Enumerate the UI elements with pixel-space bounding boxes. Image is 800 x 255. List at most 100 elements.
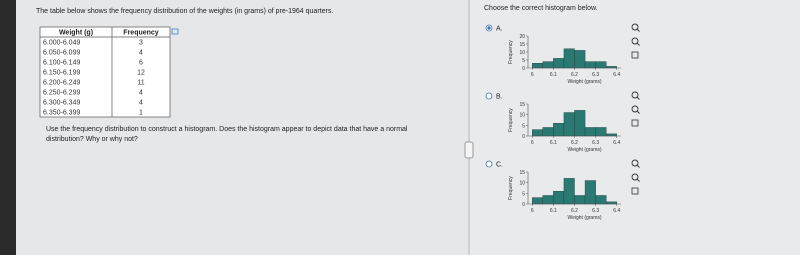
x-axis-label: Weight (grams) <box>567 215 601 221</box>
histogram-bar <box>532 63 543 69</box>
table-cell: 6.100-6.149 <box>43 60 80 67</box>
question-line: distribution? Why or why not? <box>46 136 138 143</box>
zoom-icon[interactable] <box>631 23 639 31</box>
table-cell: 6 <box>139 60 143 67</box>
y-axis-label: Frequency <box>508 108 514 132</box>
table-cell: 4 <box>139 50 143 57</box>
x-axis-label: Weight (grams) <box>567 79 601 85</box>
histogram-bar <box>606 133 617 137</box>
histogram-bar <box>595 195 607 205</box>
table-cell: 1 <box>139 110 143 117</box>
table-header: Weight (g) <box>59 30 93 37</box>
right-panel <box>470 0 800 255</box>
y-tick-label: 0 <box>522 202 525 208</box>
y-tick-label: 5 <box>522 191 525 197</box>
table-cell: 6.200-6.249 <box>43 80 80 87</box>
zoom-icon[interactable] <box>636 96 640 100</box>
x-tick-label: 6.1 <box>550 208 557 214</box>
histogram-bar <box>584 180 596 205</box>
option-label[interactable]: C. <box>496 162 503 169</box>
y-tick-label: 10 <box>519 113 525 119</box>
zoom-icon[interactable] <box>636 42 640 46</box>
zoom-icon[interactable] <box>631 173 639 181</box>
divider-handle[interactable] <box>464 141 474 159</box>
table-cell: 6.000-6.049 <box>43 40 80 47</box>
histogram-bar <box>574 195 586 205</box>
table-cell: 6.050-6.099 <box>43 50 80 57</box>
radio-dot <box>487 26 491 30</box>
option-label[interactable]: B. <box>496 94 503 101</box>
histogram-bar <box>532 197 543 205</box>
histogram-bar <box>563 112 575 137</box>
y-tick-label: 0 <box>522 66 525 72</box>
prompt: Choose the correct histogram below. <box>484 5 598 12</box>
question-line: Use the frequency distribution to constr… <box>46 126 408 133</box>
y-tick-label: 15 <box>519 42 525 48</box>
zoom-icon[interactable] <box>636 110 640 114</box>
option-label[interactable]: A. <box>496 26 503 33</box>
x-tick-label: 6.2 <box>571 208 578 214</box>
x-axis-label: Weight (grams) <box>567 147 601 153</box>
x-tick-label: 6.4 <box>613 140 620 146</box>
zoom-icon[interactable] <box>636 178 640 182</box>
histogram-bar <box>542 61 554 69</box>
y-tick-label: 0 <box>522 134 525 140</box>
histogram-bar <box>542 195 554 205</box>
radio-button[interactable] <box>485 160 493 168</box>
zoom-icon[interactable] <box>631 159 639 167</box>
x-tick-label: 6.3 <box>592 140 599 146</box>
table-cell: 4 <box>139 90 143 97</box>
table-cell: 4 <box>139 100 143 107</box>
intro-text: The table below shows the frequency dist… <box>36 8 333 15</box>
zoom-icon[interactable] <box>631 37 639 45</box>
x-tick-label: 6 <box>531 72 534 78</box>
y-tick-label: 5 <box>522 58 525 64</box>
y-tick-label: 10 <box>519 181 525 187</box>
x-tick-label: 6 <box>531 140 534 146</box>
histogram-bar <box>553 122 565 137</box>
table-border <box>39 26 171 118</box>
table-cell: 6.300-6.349 <box>43 100 80 107</box>
x-tick-label: 6.4 <box>613 72 620 78</box>
histogram-bar <box>553 190 565 205</box>
histogram-bar <box>532 129 543 137</box>
histogram-bar <box>542 127 554 137</box>
x-tick-label: 6.2 <box>571 140 578 146</box>
y-tick-label: 10 <box>519 50 525 56</box>
y-tick-label: 15 <box>519 170 525 176</box>
open-icon[interactable] <box>631 187 639 195</box>
x-tick-label: 6.1 <box>550 72 557 78</box>
y-axis-label: Frequency <box>508 176 514 200</box>
x-tick-label: 6 <box>531 208 534 214</box>
x-tick-label: 6.3 <box>592 208 599 214</box>
histogram-bar <box>574 110 586 137</box>
copy-icon[interactable] <box>171 28 179 35</box>
y-tick-label: 5 <box>522 123 525 129</box>
x-tick-label: 6.3 <box>592 72 599 78</box>
y-tick-label: 20 <box>519 34 525 40</box>
table-cell: 3 <box>139 40 143 47</box>
histogram-bar <box>606 201 617 205</box>
open-icon[interactable] <box>631 51 639 59</box>
zoom-icon[interactable] <box>631 105 639 113</box>
histogram-bar <box>553 58 565 69</box>
table-cell: 11 <box>137 80 144 87</box>
zoom-icon[interactable] <box>636 164 640 168</box>
histogram-bar <box>563 48 575 69</box>
x-tick-label: 6.1 <box>550 140 557 146</box>
histogram-bar <box>595 127 607 137</box>
histogram-bar <box>563 178 575 205</box>
table-cell: 6.150-6.199 <box>43 70 80 77</box>
open-icon[interactable] <box>631 119 639 127</box>
table-header: Frequency <box>123 30 159 37</box>
y-tick-label: 15 <box>519 102 525 108</box>
histogram-bar <box>584 61 596 69</box>
zoom-icon[interactable] <box>631 91 639 99</box>
x-tick-label: 6.2 <box>571 72 578 78</box>
histogram-bar <box>595 61 607 69</box>
table-cell: 12 <box>137 70 145 77</box>
table-cell: 6.350-6.399 <box>43 110 80 117</box>
zoom-icon[interactable] <box>636 28 640 32</box>
histogram-bar <box>574 50 586 69</box>
radio-button[interactable] <box>485 92 493 100</box>
